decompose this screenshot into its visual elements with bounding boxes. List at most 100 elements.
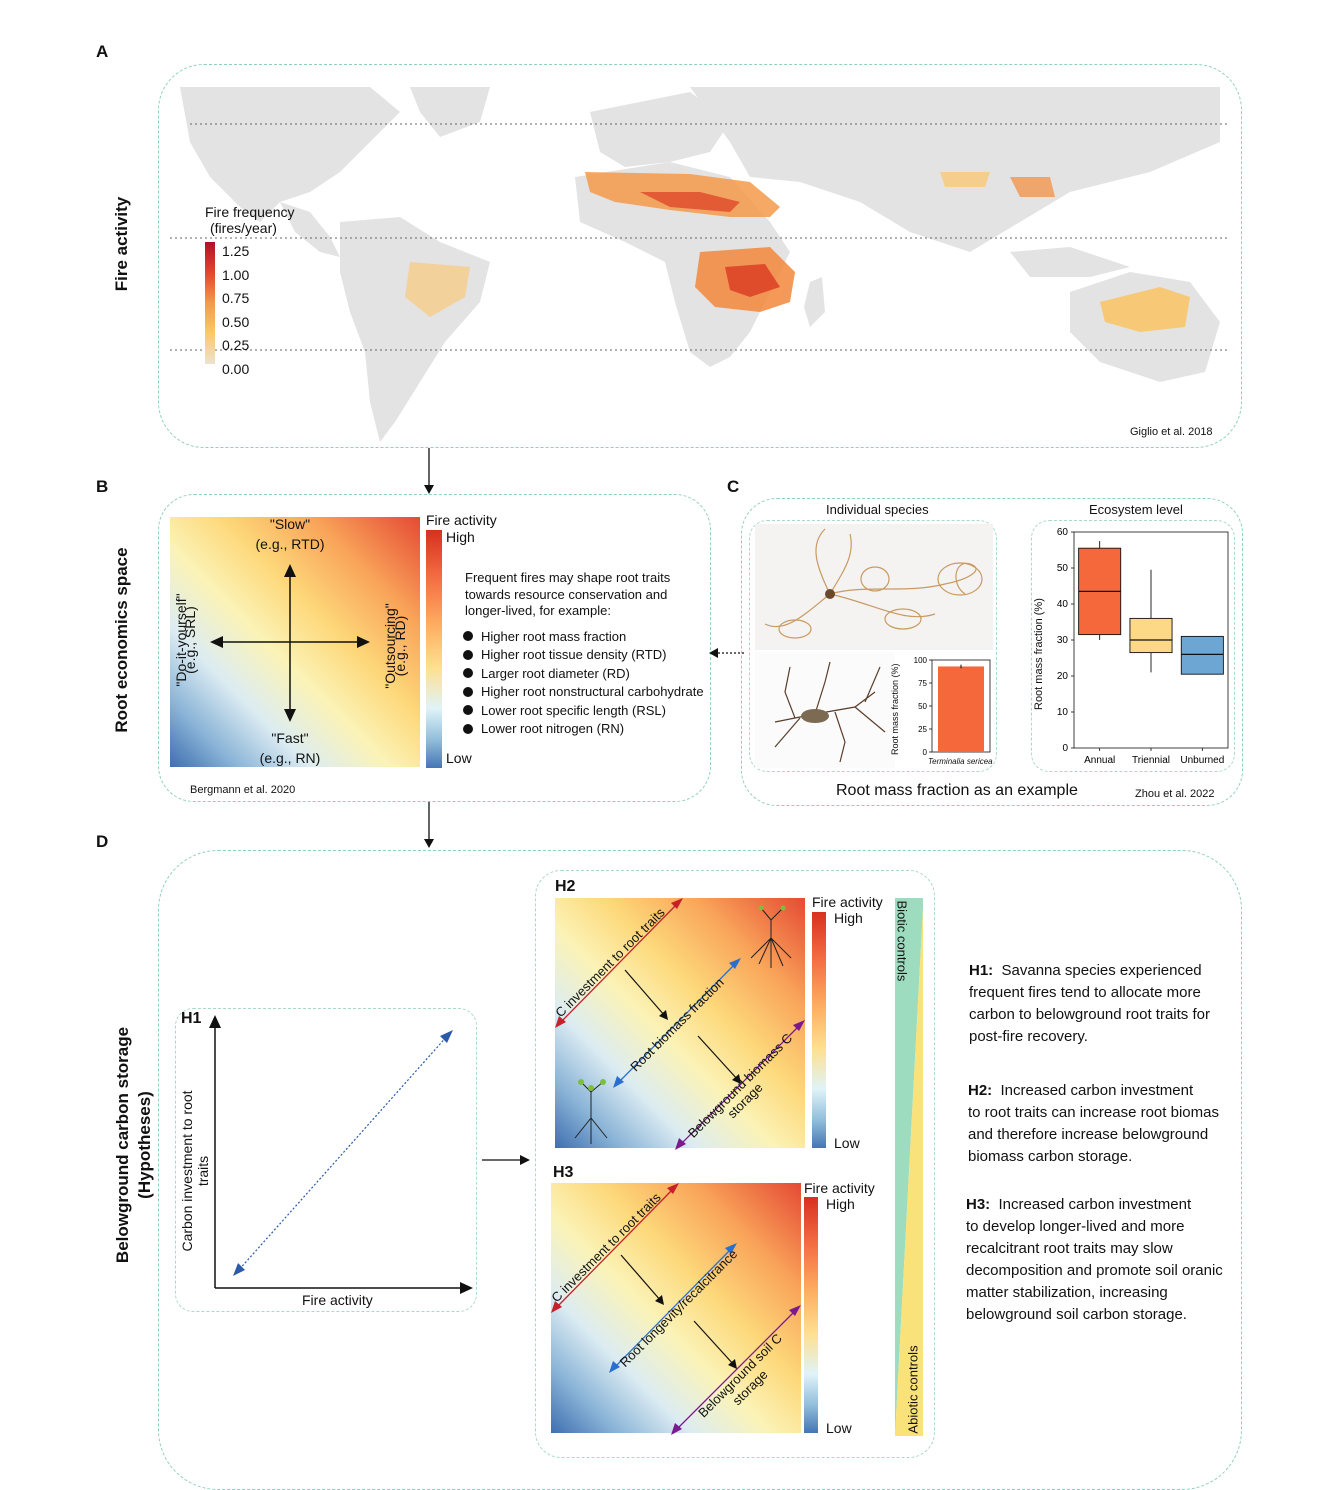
h3-gradient <box>551 1183 801 1433</box>
hyp-line: to root traits can increase root biomas <box>968 1104 1219 1121</box>
individual-species-title: Individual species <box>826 502 929 517</box>
panel-letter-d: D <box>96 832 109 851</box>
biotic-abiotic-wedge <box>895 898 923 1436</box>
inset-y-tick-label: 50 <box>918 702 927 711</box>
root-photo-1 <box>755 524 993 650</box>
intro-line: towards resource conservation and <box>465 586 668 602</box>
bullet-dot-icon <box>463 668 473 679</box>
trait-bullet: Higher root mass fraction <box>463 627 704 646</box>
box-unburned <box>1180 635 1224 675</box>
panel-d-side-label-1: Belowground carbon storage <box>113 1026 132 1264</box>
inset-y-tick-label: 0 <box>923 748 928 757</box>
small-chart-species: Terminalia sericea <box>928 757 993 766</box>
outsourcing-sub: (e.g., RD) <box>392 615 408 677</box>
fire-legend-colorbar <box>205 242 215 364</box>
boxplot-x-label: Unburned <box>1180 755 1224 766</box>
hyp-line: biomass carbon storage. <box>968 1148 1133 1165</box>
box-triennial <box>1129 617 1173 654</box>
boxplot-x-label: Annual <box>1084 755 1115 766</box>
boxplot-ylabel: Root mass fraction (%) <box>1033 598 1045 710</box>
panel-c-footer: Root mass fraction as an example <box>836 782 1078 799</box>
fire-legend-tick: 0.00 <box>222 360 250 377</box>
boxplot-y-tick-label: 30 <box>1057 635 1069 646</box>
arrow-c-to-b <box>709 648 744 658</box>
h3-tag: H3 <box>553 1164 574 1181</box>
boxplot-y-tick-label: 10 <box>1057 707 1069 718</box>
fire-legend-title: Fire frequency <box>205 204 295 220</box>
trait-text: Higher root nonstructural carbohydrate <box>481 684 704 700</box>
intro-line: Frequent fires may shape root traits <box>465 570 671 585</box>
trait-bullet: Lower root specific length (RSL) <box>463 701 704 720</box>
biotic-controls-label: Biotic controls <box>894 900 910 982</box>
h2-fire-bar <box>812 912 826 1148</box>
panel-letter-c: C <box>727 477 740 496</box>
panel-b-frame <box>158 494 711 802</box>
fire-legend-tick: 0.50 <box>222 313 250 330</box>
panel-letter-b: B <box>96 477 109 496</box>
panel-b-bar-low: Low <box>446 750 472 766</box>
hyp-line: and therefore increase belowground <box>968 1126 1209 1143</box>
inset-y-tick-label: 100 <box>914 656 928 665</box>
bullet-dot-icon <box>463 705 473 716</box>
hypothesis-h1-text: H1: Savanna species experienced frequent… <box>969 960 1210 1048</box>
bullet-dot-icon <box>463 649 473 660</box>
h3-bar-title: Fire activity <box>804 1180 875 1196</box>
panel-letter-a: A <box>96 42 109 61</box>
boxplot-y-tick-label: 60 <box>1057 527 1069 538</box>
world-fire-map <box>170 87 1230 442</box>
panel-c-citation: Zhou et al. 2022 <box>1135 788 1215 800</box>
hypothesis-h3-text: H3: Increased carbon investment to devel… <box>966 1194 1223 1326</box>
h1-xlabel: Fire activity <box>302 1292 373 1308</box>
trait-text: Larger root diameter (RD) <box>481 665 630 681</box>
arrow-a-to-b <box>424 448 434 494</box>
panel-b-side-label: Root economics space <box>112 547 131 733</box>
panel-b-bar-title: Fire activity <box>426 512 497 528</box>
h2-gradient <box>555 898 805 1148</box>
hyp-line: Increased carbon investment <box>998 1196 1192 1213</box>
bullet-dot-icon <box>463 723 473 734</box>
boxplot-y-tick-label: 40 <box>1057 599 1069 610</box>
trait-bullet: Higher root nonstructural carbohydrate <box>463 683 704 702</box>
fire-legend-ticks: 1.25 1.00 0.75 0.50 0.25 0.00 <box>222 240 249 382</box>
panel-c-frame <box>741 498 1243 806</box>
boxplot-y-tick-label: 50 <box>1057 563 1069 574</box>
boxplot-x-label: Triennial <box>1132 755 1170 766</box>
root-photo-2 <box>755 652 895 768</box>
bullet-dot-icon <box>463 631 473 642</box>
trait-text: Higher root tissue density (RTD) <box>481 647 667 663</box>
diy-sub: (e.g., SRL) <box>182 606 198 674</box>
h2-bar-low: Low <box>834 1135 860 1151</box>
ecosystem-level-box <box>1031 520 1235 772</box>
small-chart-ylabel: Root mass fraction (%) <box>890 663 900 755</box>
boxplot-y-tick-label: 20 <box>1057 671 1069 682</box>
panel-b-fire-bar <box>426 530 442 768</box>
hyp-line: to develop longer-lived and more <box>966 1218 1185 1235</box>
h3-bar-low: Low <box>826 1420 852 1436</box>
h3-bar-high: High <box>826 1196 855 1212</box>
h1-box <box>175 1008 477 1312</box>
h2-h3-box <box>535 870 935 1458</box>
ecosystem-level-title: Ecosystem level <box>1089 502 1183 517</box>
hyp-line: matter stabilization, increasing <box>966 1284 1168 1301</box>
hyp-line: decomposition and promote soil oranic <box>966 1262 1223 1279</box>
panel-a-frame <box>158 64 1242 448</box>
hypothesis-h2-text: H2: Increased carbon investment to root … <box>968 1080 1219 1168</box>
hyp-line: Savanna species experienced <box>1001 962 1202 979</box>
h2-bar-title: Fire activity <box>812 894 883 910</box>
fire-legend-tick: 0.25 <box>222 337 250 354</box>
h1-ylabel: Carbon investment to root traits <box>179 1090 211 1252</box>
h3-arrows <box>551 1183 801 1435</box>
hyp2-tag: H2: <box>968 1082 993 1099</box>
boxplot-chart: 60 50 40 30 20 10 0 Annual Triennial Unburned <box>1057 527 1229 766</box>
arrow-b-to-d <box>424 802 434 848</box>
trait-text: Lower root specific length (RSL) <box>481 702 666 718</box>
panel-b-intro: Frequent fires may shape root traits tow… <box>465 570 670 620</box>
fire-legend-tick: 1.25 <box>222 243 250 259</box>
inset-y-tick-label: 75 <box>918 679 927 688</box>
fast-sub: (e.g., RN) <box>259 750 321 766</box>
trait-bullet: Larger root diameter (RD) <box>463 664 704 683</box>
hyp3-tag: H3: <box>966 1196 991 1213</box>
abiotic-controls-label: Abiotic controls <box>905 1345 921 1434</box>
hyp-line: belowground soil carbon storage. <box>966 1306 1187 1323</box>
trait-bullet: Lower root nitrogen (RN) <box>463 720 704 739</box>
